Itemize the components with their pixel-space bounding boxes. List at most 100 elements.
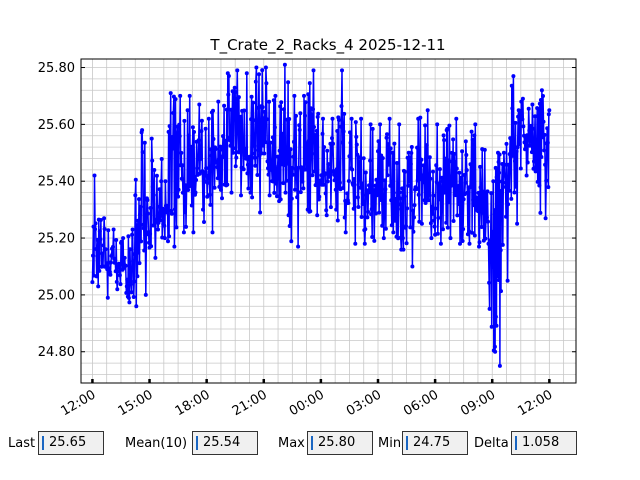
data-point [111, 227, 116, 232]
data-point [450, 183, 455, 188]
data-point [456, 184, 461, 188]
data-point [125, 277, 130, 282]
data-point [147, 240, 151, 245]
data-point [94, 247, 99, 251]
data-point [441, 133, 446, 138]
data-point [398, 196, 403, 201]
data-point [539, 88, 544, 93]
data-point [537, 183, 542, 188]
data-point [268, 140, 273, 145]
data-point [368, 158, 373, 163]
data-point [416, 192, 421, 197]
data-point [150, 158, 155, 163]
data-point [166, 239, 170, 244]
data-point [528, 123, 533, 128]
data-point [202, 220, 206, 224]
data-point [505, 175, 509, 180]
data-point [545, 126, 550, 131]
data-point [170, 146, 175, 151]
data-point [505, 278, 510, 283]
data-point [376, 139, 381, 144]
data-point [307, 81, 312, 86]
data-point [250, 195, 255, 200]
data-point [522, 140, 527, 145]
data-point [440, 175, 444, 180]
data-point [195, 166, 200, 171]
data-point [309, 112, 314, 117]
delta-value-field: 1.058 [511, 431, 577, 455]
data-point [439, 197, 444, 202]
data-point [515, 221, 520, 226]
data-point [254, 65, 259, 70]
data-point [533, 114, 538, 119]
data-point [122, 255, 127, 260]
data-point [133, 193, 138, 198]
data-point [359, 116, 364, 121]
data-point [278, 197, 283, 202]
data-point [392, 141, 397, 146]
data-point [275, 194, 279, 199]
data-point [434, 163, 439, 168]
data-point [479, 225, 484, 229]
data-point [501, 150, 506, 155]
data-point [465, 232, 470, 237]
max-value-field: 25.80 [307, 431, 373, 455]
data-point [150, 184, 155, 189]
data-point [183, 210, 187, 215]
data-point [440, 179, 445, 184]
data-point [276, 154, 280, 159]
data-point [542, 132, 547, 137]
data-point [504, 214, 508, 219]
data-point [358, 173, 362, 178]
data-point [480, 210, 485, 215]
data-point [437, 167, 442, 172]
data-point [289, 239, 294, 244]
data-point [289, 196, 294, 201]
data-point [314, 164, 319, 169]
data-point [283, 190, 288, 195]
data-point [137, 261, 142, 266]
data-point [269, 168, 274, 172]
data-point [159, 179, 164, 184]
data-point [489, 191, 494, 196]
data-point [267, 193, 272, 198]
data-point [322, 145, 327, 150]
data-point [384, 135, 389, 140]
data-point [484, 215, 489, 220]
data-point [324, 208, 329, 213]
data-point [264, 81, 269, 86]
data-point [392, 218, 397, 223]
data-point [339, 124, 343, 129]
data-point [286, 80, 291, 85]
data-point [128, 273, 133, 278]
data-point [330, 136, 334, 141]
data-point [372, 188, 377, 193]
data-point [459, 235, 464, 240]
data-point [361, 156, 366, 161]
data-point [291, 139, 296, 144]
data-point [381, 202, 386, 207]
data-point [513, 120, 518, 125]
data-point [263, 65, 268, 70]
data-point [302, 93, 306, 98]
data-point [286, 213, 291, 218]
data-point [218, 187, 223, 192]
data-point [419, 157, 424, 162]
data-point [432, 224, 437, 229]
data-point [424, 143, 429, 148]
data-point [334, 207, 339, 212]
data-point [460, 239, 465, 243]
data-point [103, 247, 108, 252]
data-point [411, 229, 416, 234]
data-point [487, 280, 492, 285]
data-point [139, 239, 144, 244]
data-point [257, 72, 261, 77]
data-point [326, 174, 331, 179]
data-point [132, 279, 137, 284]
data-point [201, 207, 205, 212]
data-point [410, 264, 415, 269]
data-point [380, 223, 385, 228]
data-point [191, 230, 196, 235]
data-point [436, 215, 441, 220]
data-point [377, 210, 382, 215]
